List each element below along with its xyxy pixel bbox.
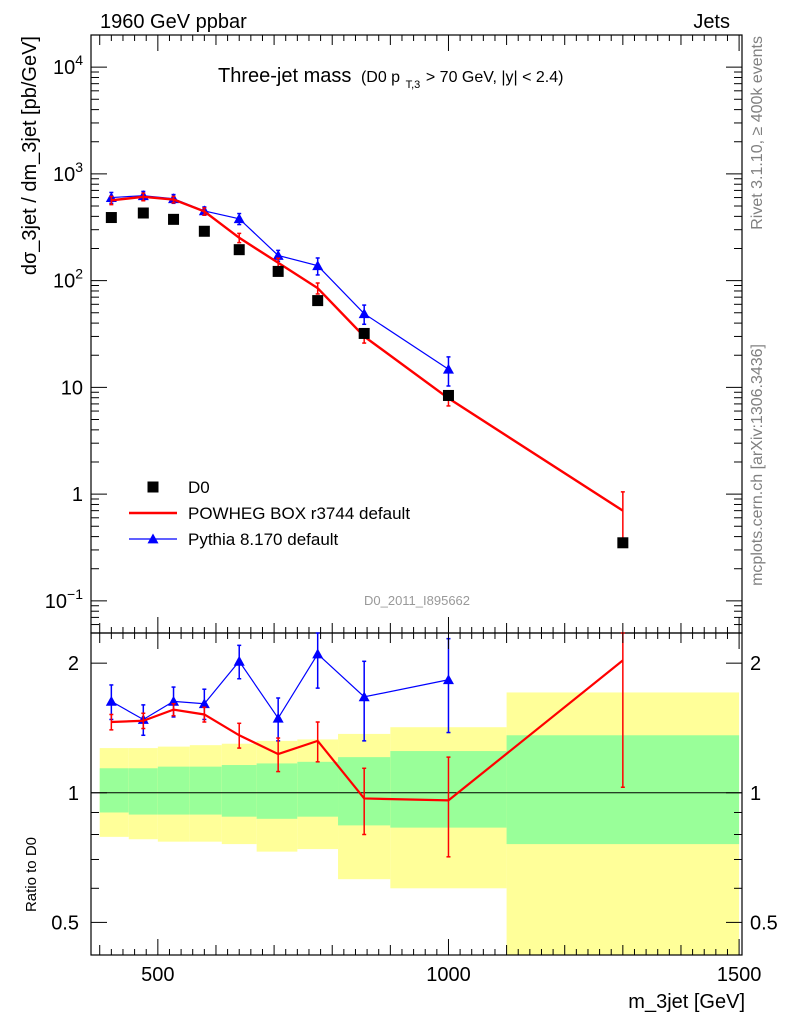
main-title: Three-jet mass (D0 p T,3 > 70 GeV, |y| <… [218, 65, 563, 93]
pythia-main-point [233, 213, 245, 224]
ratio-y-tick-label-left: 0.5 [51, 912, 79, 934]
analysis-watermark: D0_2011_I895662 [364, 593, 470, 608]
x-axis-label: m_3jet [GeV] [628, 991, 745, 1013]
ratio-panel-frame [90, 632, 743, 956]
ratio-y-tick-label-right: 0.5 [750, 912, 778, 934]
header-left: 1960 GeV ppbar [100, 11, 247, 33]
main-y-tick-label: 1 [72, 484, 83, 506]
x-tick-label: 500 [141, 964, 174, 986]
main-title-subscript: T,3 [406, 79, 421, 91]
main-title-name: Three-jet mass [218, 65, 351, 87]
ratio-y-tick-label-left: 1 [68, 783, 79, 805]
pythia-ratio-point [233, 655, 245, 666]
ratio-y-axis-label: Ratio to D0 [23, 837, 40, 912]
main-title-prefix: (D0 p [361, 69, 400, 86]
powheg-ratio-line [111, 659, 624, 802]
side-label-top: Rivet 3.1.10, ≥ 400k events [749, 36, 766, 230]
x-tick-label: 1500 [717, 964, 762, 986]
main-y-axis-label: dσ_3jet / dm_3jet [pb/GeV] [19, 36, 41, 275]
powheg-main-line [111, 195, 624, 512]
pythia-ratio-point [312, 648, 324, 659]
green-band-bin [128, 768, 158, 815]
legend-marker-pythia [147, 533, 159, 544]
d0-main-point [168, 213, 180, 225]
d0-main-point [272, 265, 284, 277]
main-title-suffix: > 70 GeV, |y| < 2.4) [426, 69, 564, 86]
legend-label: D0 [188, 478, 210, 497]
green-band-bin [256, 763, 298, 819]
d0-main-point [198, 225, 210, 237]
green-band-bin [157, 766, 190, 815]
green-band-bin [189, 766, 222, 815]
ratio-y-tick-label-right: 2 [750, 653, 761, 675]
pythia-main-point [312, 260, 324, 271]
legend-label: Pythia 8.170 default [188, 530, 339, 549]
d0-main-point [233, 244, 245, 256]
d0-main-point [137, 207, 149, 219]
main-y-tick-label: 10−1 [45, 586, 83, 613]
d0-main-point [358, 327, 370, 339]
pythia-ratio-point [358, 691, 370, 702]
d0-main-point [442, 389, 454, 401]
d0-main-point [312, 295, 324, 307]
side-label-bottom: mcplots.cern.ch [arXiv:1306.3436] [749, 344, 766, 586]
header-right: Jets [693, 11, 730, 33]
pythia-main-point [442, 363, 454, 374]
pythia-main-point [272, 249, 284, 260]
pythia-ratio-line [111, 653, 449, 721]
pythia-ratio-point [105, 695, 117, 706]
main-y-tick-label: 103 [53, 159, 83, 186]
main-y-tick-label: 10 [61, 377, 83, 399]
pythia-main-point [358, 308, 370, 319]
green-band-bin [99, 768, 129, 813]
main-y-tick-label: 102 [53, 266, 83, 293]
green-band-bin [297, 761, 339, 817]
x-tick-label: 1000 [426, 964, 471, 986]
pythia-ratio-point [198, 698, 210, 709]
pythia-ratio-point [168, 695, 180, 706]
pythia-ratio-point [442, 674, 454, 685]
main-y-tick-label: 104 [53, 52, 83, 79]
pythia-main-line [111, 195, 449, 370]
pythia-ratio-point [272, 712, 284, 723]
legend-label: POWHEG BOX r3744 default [188, 504, 410, 523]
ratio-y-tick-label-right: 1 [750, 783, 761, 805]
legend-marker-d0 [147, 481, 159, 493]
d0-main-point [617, 537, 629, 549]
ratio-y-tick-label-left: 2 [68, 653, 79, 675]
d0-main-point [105, 212, 117, 224]
green-band-bin [221, 765, 257, 817]
